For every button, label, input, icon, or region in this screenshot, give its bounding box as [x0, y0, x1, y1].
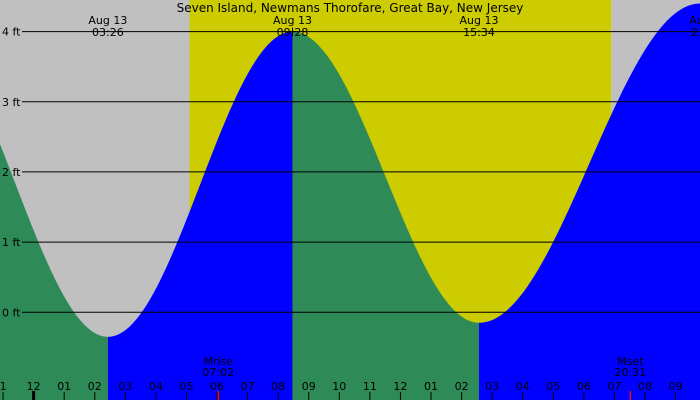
moon-event-label-0: Mrise — [203, 355, 233, 368]
x-tick-label-6: 05 — [179, 380, 193, 393]
extreme-time-2: 15:34 — [463, 26, 495, 39]
tide-area — [0, 3, 700, 400]
extreme-time-0: 03:26 — [92, 26, 124, 39]
x-tick-label-0: 1 — [0, 380, 7, 393]
x-tick-label-20: 07 — [607, 380, 621, 393]
x-tick-label-7: 06 — [210, 380, 224, 393]
x-tick-label-13: 12 — [393, 380, 407, 393]
x-tick-label-18: 05 — [546, 380, 560, 393]
x-tick-label-22: 09 — [669, 380, 683, 393]
x-tick-label-21: 08 — [638, 380, 652, 393]
moon-event-time-1: 20:31 — [614, 366, 646, 379]
x-tick-label-3: 02 — [88, 380, 102, 393]
y-tick-label-1ft: 1 ft — [2, 236, 21, 249]
x-tick-label-9: 08 — [271, 380, 285, 393]
x-tick-label-1: 12 — [27, 380, 41, 393]
moon-event-label-1: Mset — [617, 355, 644, 368]
x-tick-label-15: 02 — [455, 380, 469, 393]
extreme-date-1: Aug 13 — [273, 14, 312, 27]
y-tick-labels: 0 ft 1 ft 2 ft 3 ft 4 ft — [2, 26, 21, 320]
x-tick-label-4: 03 — [118, 380, 132, 393]
x-tick-label-19: 06 — [577, 380, 591, 393]
y-tick-label-3ft: 3 ft — [2, 96, 21, 109]
x-tick-label-17: 04 — [516, 380, 530, 393]
x-tick-label-8: 07 — [241, 380, 255, 393]
y-tick-label-2ft: 2 ft — [2, 166, 21, 179]
x-tick-label-12: 11 — [363, 380, 377, 393]
x-tick-label-2: 01 — [57, 380, 71, 393]
extreme-date-2: Aug 13 — [460, 14, 499, 27]
rising-tide-area-3 — [479, 3, 700, 400]
falling-tide-area-2 — [292, 31, 479, 400]
falling-tide-area-0 — [0, 144, 108, 400]
x-tick-label-16: 03 — [485, 380, 499, 393]
x-tick-label-14: 01 — [424, 380, 438, 393]
x-tick-label-5: 04 — [149, 380, 163, 393]
chart-title: Seven Island, Newmans Thorofare, Great B… — [177, 1, 524, 15]
extreme-time-3: 21: — [691, 26, 700, 39]
midnight-marker — [32, 391, 36, 400]
extreme-date-3: Aug — [689, 14, 700, 27]
moon-event-time-0: 07:02 — [202, 366, 234, 379]
rising-tide-area-1 — [107, 31, 293, 400]
y-tick-label-4ft: 4 ft — [2, 26, 21, 39]
x-tick-labels: 1 12 01 02 03 04 05 06 07 08 09 10 11 12 01 02 03 04 05 06 0… — [0, 380, 683, 400]
extreme-date-0: Aug 13 — [88, 14, 127, 27]
y-tick-label-0ft: 0 ft — [2, 306, 21, 319]
x-tick-label-11: 10 — [332, 380, 346, 393]
y-gridlines — [22, 31, 700, 313]
x-tick-label-10: 09 — [302, 380, 316, 393]
